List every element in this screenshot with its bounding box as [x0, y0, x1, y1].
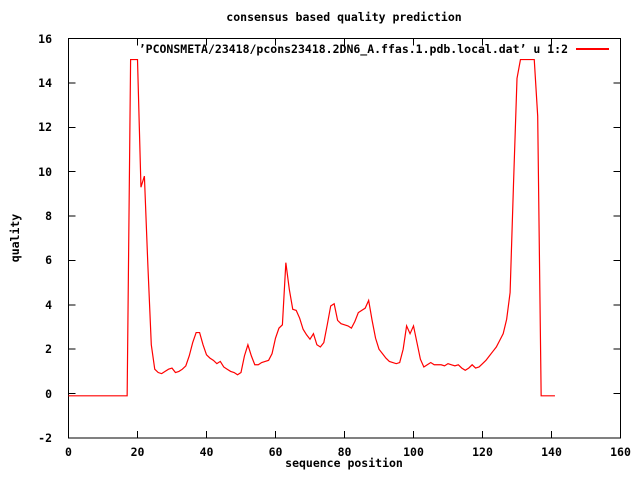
x-tick-label: 160	[610, 445, 631, 459]
y-tick-label: 10	[38, 164, 52, 179]
legend-line-sample	[576, 48, 609, 50]
y-tick-label: 16	[38, 31, 52, 46]
legend: ’PCONSMETA/23418/pcons23418.2DN6_A.ffas.…	[139, 42, 609, 56]
x-tick-label: 40	[199, 445, 214, 459]
y-tick-label: -2	[38, 431, 52, 445]
x-axis-label: sequence position	[285, 456, 403, 470]
x-tick-label: 0	[65, 445, 72, 459]
plot-border	[68, 38, 621, 439]
x-tick-label: 20	[130, 445, 145, 459]
y-tick-label: 4	[45, 297, 52, 312]
y-tick-label: 14	[38, 75, 52, 90]
x-tick-label: 120	[472, 445, 493, 459]
x-tick-label: 80	[337, 445, 352, 459]
y-tick-label: 6	[45, 253, 52, 268]
y-tick-label: 2	[45, 342, 52, 357]
chart-title: consensus based quality prediction	[226, 10, 462, 24]
x-tick-label: 100	[403, 445, 424, 459]
y-tick-label: 0	[45, 386, 52, 401]
legend-label: ’PCONSMETA/23418/pcons23418.2DN6_A.ffas.…	[138, 42, 568, 56]
x-tick-label: 140	[541, 445, 562, 459]
y-tick-label: 8	[45, 209, 52, 224]
quality-curve	[68, 58, 555, 397]
x-tick-label: 60	[268, 445, 283, 459]
y-tick-label: 12	[38, 120, 52, 135]
